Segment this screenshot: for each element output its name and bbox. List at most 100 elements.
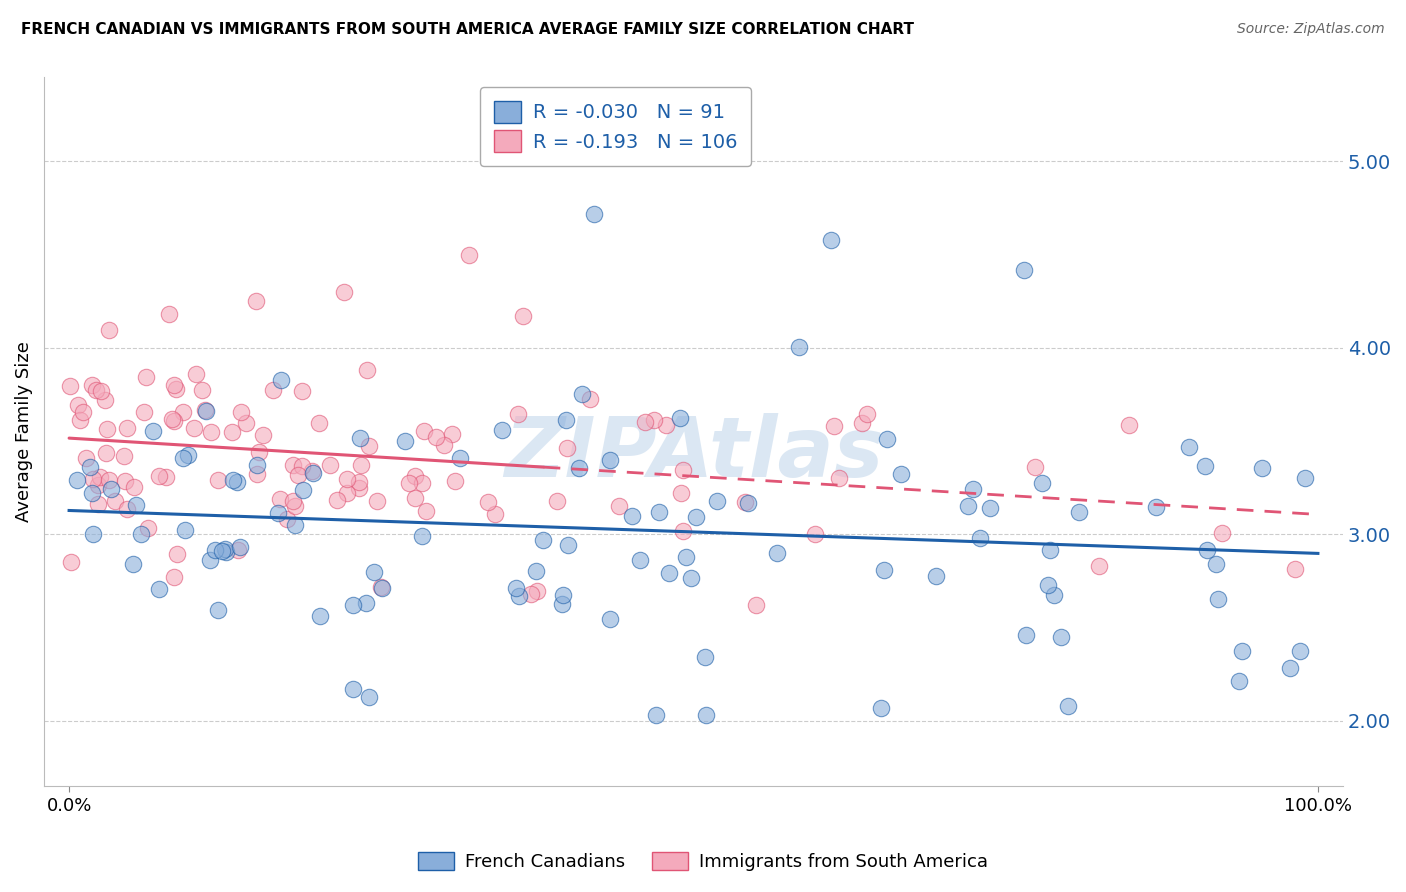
Point — [183, 421, 205, 435]
Point — [155, 470, 177, 484]
Point — [200, 425, 222, 439]
Point — [695, 708, 717, 723]
Point — [425, 430, 447, 444]
Point — [1050, 630, 1073, 644]
Point — [1194, 458, 1216, 473]
Point — [229, 540, 252, 554]
Point — [347, 481, 370, 495]
Point — [66, 398, 89, 412]
Point — [737, 496, 759, 510]
Point — [172, 450, 194, 465]
Point — [166, 547, 188, 561]
Point — [172, 405, 194, 419]
Point — [645, 708, 668, 723]
Point — [851, 416, 873, 430]
Point — [349, 431, 371, 445]
Point — [925, 569, 948, 583]
Point — [404, 469, 426, 483]
Point — [231, 405, 253, 419]
Point — [370, 580, 392, 594]
Point — [117, 420, 139, 434]
Point — [66, 473, 89, 487]
Point — [157, 307, 180, 321]
Point — [262, 383, 284, 397]
Point — [122, 558, 145, 572]
Point — [228, 543, 250, 558]
Point — [342, 681, 364, 696]
Point — [87, 497, 110, 511]
Point — [96, 422, 118, 436]
Point — [301, 464, 323, 478]
Point — [643, 412, 665, 426]
Point — [441, 426, 464, 441]
Point — [114, 449, 136, 463]
Point — [505, 582, 527, 596]
Point — [98, 323, 121, 337]
Point — [114, 474, 136, 488]
Point — [433, 438, 456, 452]
Point — [214, 542, 236, 557]
Point — [214, 545, 236, 559]
Point — [148, 468, 170, 483]
Point — [160, 412, 183, 426]
Point — [72, 405, 94, 419]
Point — [1250, 461, 1272, 475]
Point — [1088, 559, 1111, 574]
Point — [366, 493, 388, 508]
Point — [284, 517, 307, 532]
Point — [174, 524, 197, 538]
Point — [136, 521, 159, 535]
Point — [804, 526, 827, 541]
Point — [135, 370, 157, 384]
Point — [969, 531, 991, 545]
Point — [125, 498, 148, 512]
Point — [1031, 475, 1053, 490]
Point — [512, 310, 534, 324]
Point — [1284, 562, 1306, 576]
Point — [675, 549, 697, 564]
Point — [347, 475, 370, 489]
Point — [672, 524, 695, 539]
Point — [221, 473, 243, 487]
Point — [531, 533, 554, 548]
Point — [411, 529, 433, 543]
Point — [869, 701, 891, 715]
Point — [672, 463, 695, 477]
Point — [962, 482, 984, 496]
Point — [484, 507, 506, 521]
Point — [449, 451, 471, 466]
Point — [207, 473, 229, 487]
Point — [1227, 674, 1250, 689]
Point — [82, 527, 104, 541]
Point — [211, 544, 233, 558]
Point — [194, 404, 217, 418]
Point — [1230, 644, 1253, 658]
Point — [221, 425, 243, 440]
Point — [979, 501, 1001, 516]
Point — [104, 494, 127, 508]
Point — [398, 475, 420, 490]
Point — [287, 467, 309, 482]
Point — [568, 461, 591, 475]
Point — [551, 597, 574, 611]
Point — [1118, 417, 1140, 432]
Point — [148, 582, 170, 596]
Point — [326, 493, 349, 508]
Point — [491, 423, 513, 437]
Point — [245, 294, 267, 309]
Point — [129, 527, 152, 541]
Point — [245, 458, 267, 473]
Point — [309, 609, 332, 624]
Point — [873, 563, 896, 577]
Point — [1289, 644, 1312, 658]
Point — [695, 650, 717, 665]
Point — [69, 413, 91, 427]
Point — [350, 458, 373, 472]
Point — [681, 571, 703, 585]
Point — [1039, 543, 1062, 558]
Point — [246, 467, 269, 482]
Point — [94, 393, 117, 408]
Point — [100, 482, 122, 496]
Point — [856, 407, 879, 421]
Point — [270, 373, 292, 387]
